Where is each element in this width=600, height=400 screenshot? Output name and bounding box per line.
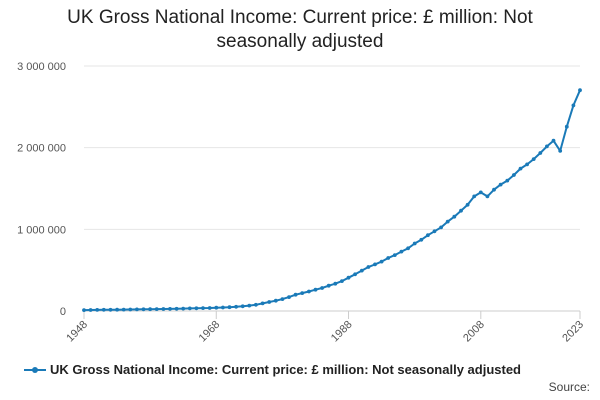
data-point[interactable] [478, 190, 483, 195]
data-point[interactable] [412, 241, 417, 246]
data-point[interactable] [154, 307, 159, 311]
data-point[interactable] [260, 301, 265, 306]
data-point[interactable] [313, 287, 318, 292]
series-line [83, 89, 581, 312]
data-point[interactable] [571, 103, 576, 108]
data-point[interactable] [240, 304, 245, 309]
data-point[interactable] [320, 286, 324, 290]
data-point[interactable] [101, 307, 106, 312]
data-point[interactable] [82, 308, 86, 312]
data-point[interactable] [168, 307, 172, 311]
data-point[interactable] [307, 289, 311, 294]
data-point[interactable] [492, 187, 496, 192]
data-point[interactable] [161, 307, 166, 311]
data-point[interactable] [254, 302, 258, 307]
data-point[interactable] [95, 308, 100, 312]
data-point[interactable] [194, 306, 199, 311]
data-point[interactable] [518, 166, 523, 171]
data-point[interactable] [406, 246, 410, 251]
data-point[interactable] [135, 307, 139, 312]
data-point[interactable] [419, 237, 424, 242]
data-point[interactable] [273, 298, 278, 303]
data-point[interactable] [333, 281, 338, 286]
data-point[interactable] [426, 233, 430, 238]
x-tick-label: 1988 [329, 319, 355, 345]
data-point[interactable] [564, 124, 569, 129]
data-point[interactable] [207, 306, 212, 310]
data-point[interactable] [128, 307, 133, 312]
data-point[interactable] [88, 308, 93, 312]
data-point[interactable] [399, 249, 404, 254]
data-point[interactable] [558, 149, 563, 153]
data-point[interactable] [379, 259, 384, 264]
data-point[interactable] [141, 307, 146, 312]
x-tick-label: 1968 [197, 319, 223, 345]
data-point[interactable] [512, 173, 516, 177]
x-tick-label: 2008 [461, 319, 487, 345]
data-point[interactable] [505, 178, 510, 183]
data-point[interactable] [221, 305, 225, 310]
data-point[interactable] [247, 303, 252, 308]
y-tick-label: 0 [60, 306, 66, 318]
data-point[interactable] [452, 214, 457, 219]
data-point[interactable] [181, 306, 186, 311]
y-tick-label: 2 000 000 [17, 143, 66, 155]
gridlines [84, 65, 580, 312]
data-point[interactable] [267, 300, 272, 304]
data-point[interactable] [234, 304, 239, 309]
data-point[interactable] [531, 157, 536, 162]
data-point[interactable] [386, 256, 391, 260]
data-point[interactable] [432, 229, 437, 234]
data-point[interactable] [227, 305, 232, 310]
data-point[interactable] [551, 138, 556, 143]
data-point[interactable] [439, 225, 443, 230]
data-point[interactable] [287, 295, 291, 299]
data-point[interactable] [346, 275, 351, 280]
data-point[interactable] [578, 88, 582, 93]
data-point[interactable] [293, 292, 298, 297]
data-point[interactable] [359, 268, 364, 273]
data-point[interactable] [373, 262, 377, 267]
data-point[interactable] [340, 279, 344, 283]
data-point[interactable] [214, 305, 219, 310]
axes: 0 1 000 000 2 000 000 3 000 000 1948 1968 1988… [17, 61, 586, 344]
legend: UK Gross National Income: Current price:… [24, 362, 521, 377]
data-point[interactable] [472, 194, 477, 199]
data-point[interactable] [392, 253, 397, 257]
data-point[interactable] [174, 306, 179, 311]
data-point[interactable] [485, 194, 490, 199]
data-point[interactable] [465, 202, 470, 207]
data-point[interactable] [545, 144, 549, 149]
x-tick-label: 2023 [560, 319, 586, 345]
y-tick-label: 3 000 000 [17, 61, 66, 73]
data-point[interactable] [498, 182, 503, 187]
data-point[interactable] [300, 291, 305, 295]
source-label: Source: [548, 380, 590, 394]
data-point[interactable] [187, 306, 192, 311]
data-point[interactable] [525, 162, 529, 167]
data-point[interactable] [459, 208, 463, 213]
data-point[interactable] [148, 307, 153, 312]
x-tick-label: 1948 [64, 319, 90, 345]
data-point[interactable] [445, 219, 450, 224]
data-point[interactable] [108, 307, 113, 312]
data-point[interactable] [121, 307, 126, 312]
data-point[interactable] [538, 151, 543, 155]
y-tick-label: 1 000 000 [17, 224, 66, 236]
data-point[interactable] [366, 265, 371, 269]
data-point[interactable] [201, 306, 205, 310]
series-layer [82, 88, 582, 312]
data-point[interactable] [115, 307, 119, 312]
data-point[interactable] [326, 283, 331, 288]
legend-label: UK Gross National Income: Current price:… [50, 362, 521, 377]
data-point[interactable] [280, 297, 285, 301]
data-point[interactable] [353, 272, 357, 277]
chart-title: UK Gross National Income: Current price:… [67, 7, 533, 52]
legend-swatch [24, 364, 46, 376]
